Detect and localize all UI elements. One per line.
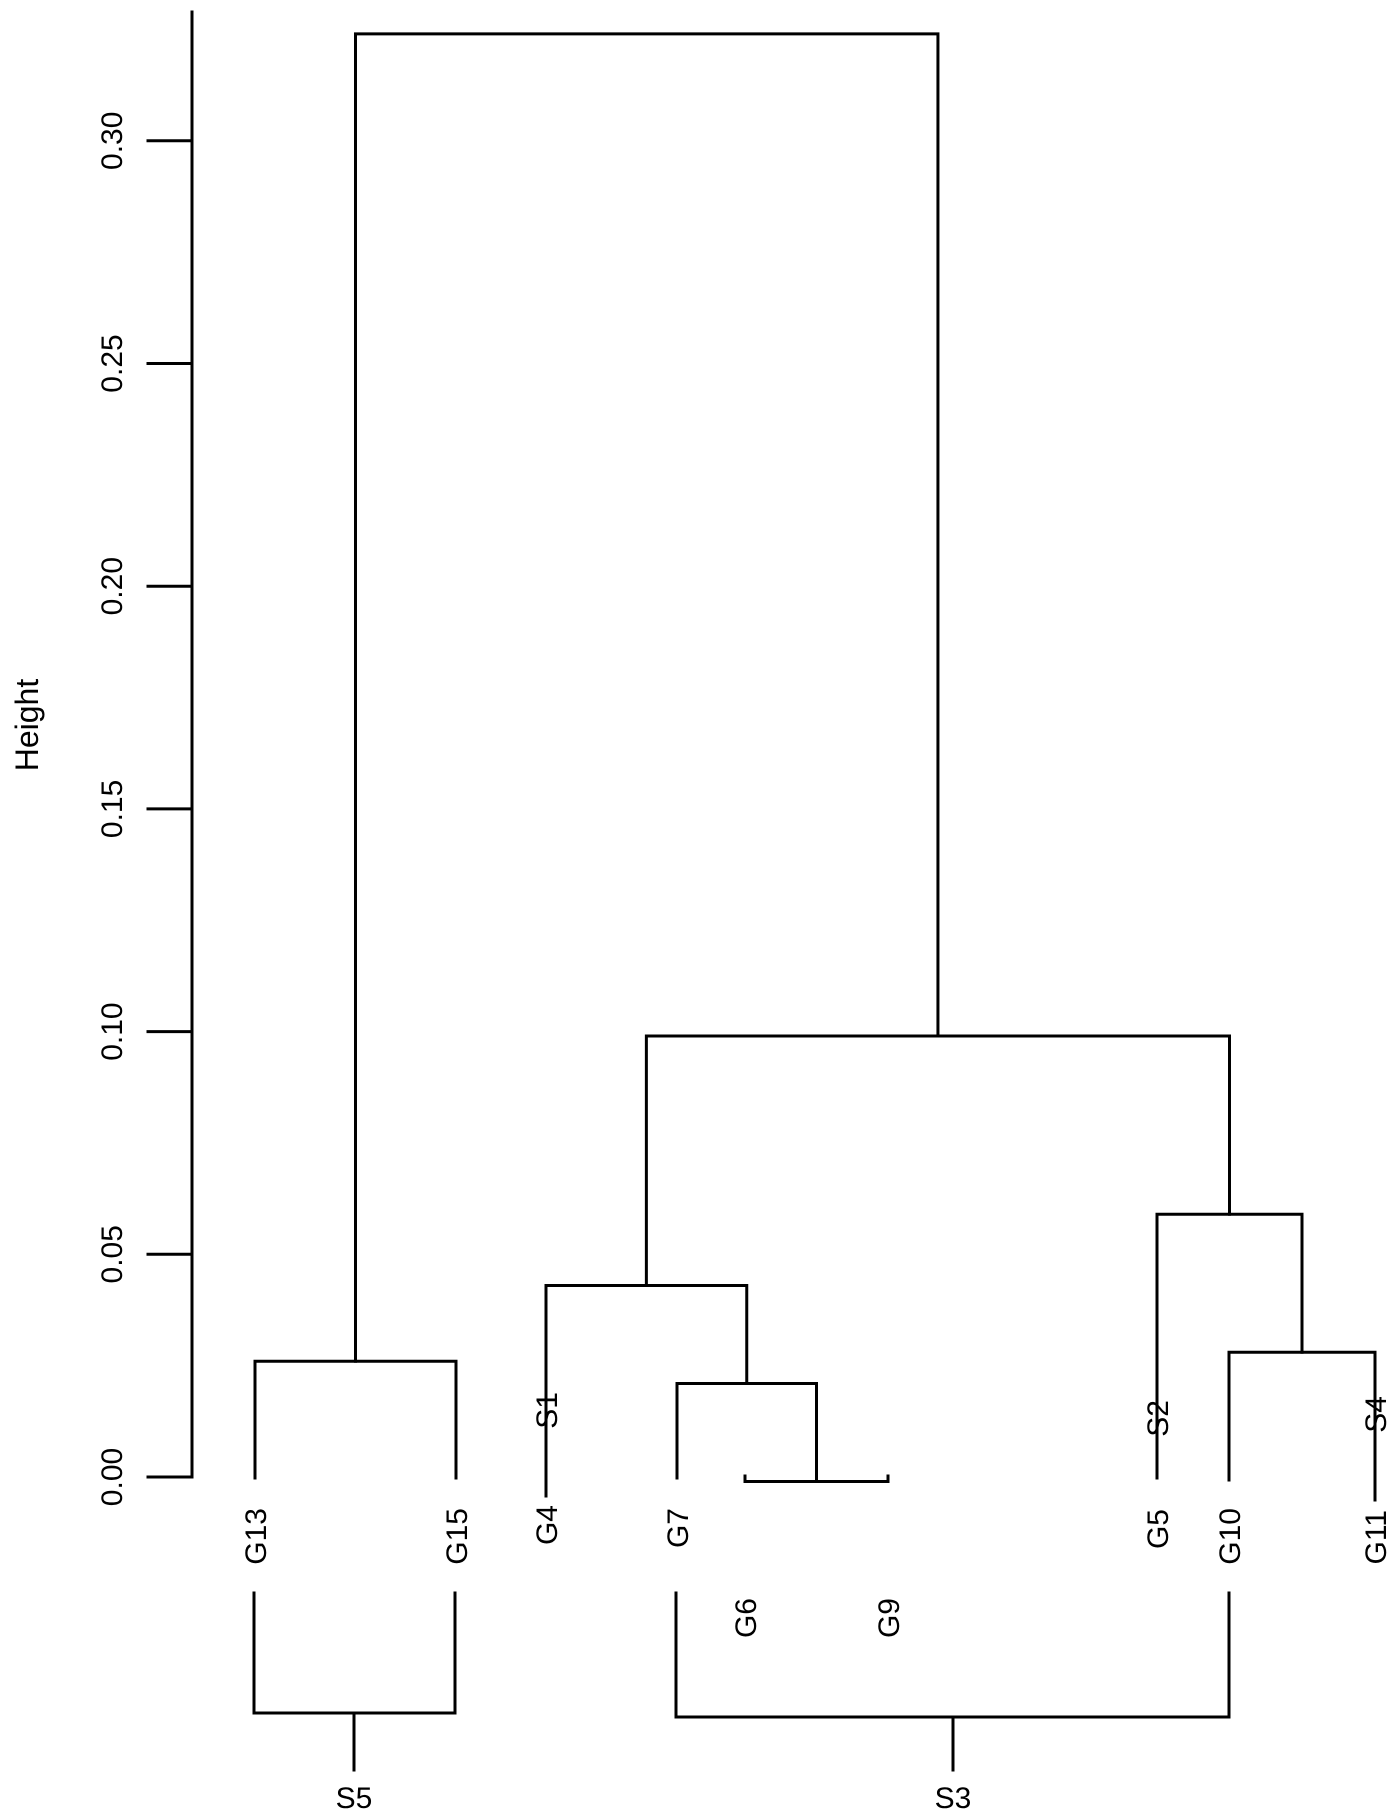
leaf-label-g9: G9 [873,1598,906,1638]
leaf-label-g10: G10 [1214,1508,1247,1565]
y-axis: 0.00 0.05 0.10 0.15 0.20 0.25 0.30 [96,10,194,1506]
dendrogram-branches [253,32,1377,1483]
y-tick-label-2: 0.10 [96,1002,129,1060]
leaf-label-s4: S4 [1360,1396,1393,1433]
leaf-pair-connectors [544,1447,1377,1502]
leaf-label-g6: G6 [730,1598,763,1638]
leaf-label-g11: G11 [1360,1510,1393,1564]
leaf-label-s2: S2 [1142,1400,1175,1437]
leaf-label-g7: G7 [662,1508,695,1548]
y-tick-label-1: 0.05 [96,1225,129,1283]
branch-c-root [354,32,940,1363]
leaf-label-g13: G13 [240,1508,273,1565]
branch-c-g10-g11s4 [1227,1350,1377,1482]
branch-c-mid [644,1034,1231,1287]
branch-c-g13-g15 [253,1359,458,1480]
y-tick-label-3: 0.15 [96,780,129,838]
y-tick-label-5: 0.25 [96,334,129,392]
group-bracket-s5: S5 [252,1591,457,1815]
y-axis-title: Height [9,679,45,772]
group-label-s3: S3 [935,1782,972,1815]
leaf-label-g5: G5 [1142,1509,1175,1549]
leaf-labels: G13 G15 G4 S1 G7 G6 G9 G5 S2 G10 G11 S4 [240,1392,1393,1638]
leaf-label-g4: G4 [531,1505,564,1545]
y-axis-ticks: 0.00 0.05 0.10 0.15 0.20 0.25 0.30 [96,112,194,1506]
group-brackets: S5 S3 [252,1591,1231,1815]
leaf-label-g15: G15 [441,1508,474,1565]
y-tick-label-0: 0.00 [96,1448,129,1506]
branch-c-g4s1-g7 [544,1283,749,1469]
y-tick-label-4: 0.20 [96,557,129,615]
branch-c-g7-g6g9 [675,1381,818,1483]
bracket-s5-outline [252,1591,457,1715]
group-label-s5: S5 [336,1782,373,1815]
group-bracket-s3: S3 [674,1591,1231,1815]
y-tick-label-6: 0.30 [96,112,129,170]
leaf-label-s1: S1 [531,1392,564,1429]
